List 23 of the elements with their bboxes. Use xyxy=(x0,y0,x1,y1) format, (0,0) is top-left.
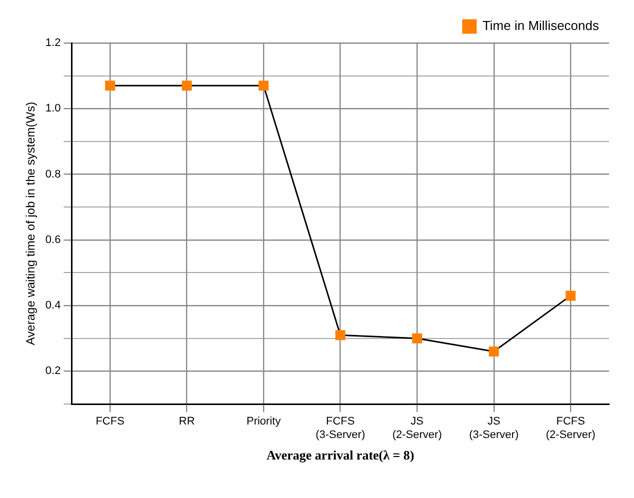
point xyxy=(182,80,192,91)
x-tick-label: FCFS xyxy=(96,416,124,428)
point xyxy=(488,346,499,356)
y-tick-label: 0.4 xyxy=(45,300,61,312)
point xyxy=(335,330,346,340)
x-tick-label: RR xyxy=(178,416,195,428)
point xyxy=(258,80,269,91)
y-tick-label: 0.2 xyxy=(45,365,61,378)
point xyxy=(412,333,422,344)
y-tick-label: 0.8 xyxy=(45,168,61,180)
x-tick-label: FCFS (3-Server) xyxy=(316,416,366,441)
x-tick-label: JS (3-Server) xyxy=(469,416,519,441)
y-tick-label: 1.0 xyxy=(45,102,61,115)
x-tick-label: FCFS (2-Server) xyxy=(546,416,596,441)
y-axis-title: Average waiting time of job in the system(Ws) xyxy=(24,102,38,346)
legend-label: Time in Milliseconds xyxy=(482,18,600,34)
x-tick-label: Priority xyxy=(246,416,282,428)
point xyxy=(566,290,576,301)
x-axis-title: Average arrival rate(λ = 8) xyxy=(266,448,414,463)
y-tick-label: 1.2 xyxy=(45,37,61,50)
x-tick-label: JS (2-Server) xyxy=(392,416,442,441)
point xyxy=(105,80,116,91)
y-tick-label: 0.6 xyxy=(45,234,61,246)
